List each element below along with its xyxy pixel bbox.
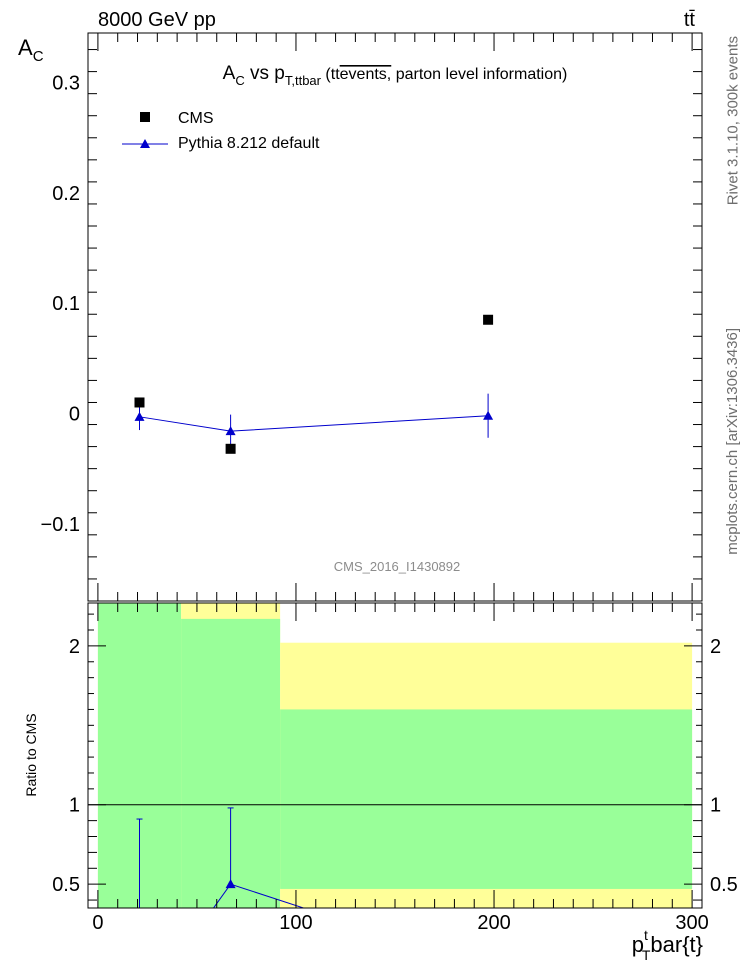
x-tick-label: 100 — [279, 912, 312, 934]
ratio-pythia-point — [225, 879, 236, 889]
legend-pythia-marker — [140, 139, 150, 148]
ratio-y-tick-label-left: 2 — [69, 636, 80, 658]
ratio-bands — [97, 603, 693, 908]
x-tick-label: 300 — [675, 912, 708, 934]
x-axis-label: pt Tbar{t} — [632, 927, 703, 963]
x-tick-label: 200 — [477, 912, 510, 934]
ratio-y-tick-label-right: 1 — [710, 795, 721, 817]
energy-label: 8000 GeV pp — [98, 9, 216, 31]
x-tick-labels: 0 100 200 300 — [92, 912, 708, 934]
cms-point — [134, 397, 145, 408]
main-series — [134, 314, 494, 454]
legend-cms-marker — [140, 112, 150, 122]
analysis-watermark: CMS_2016_I1430892 — [334, 559, 461, 574]
ratio-y-tick-label-right: 2 — [710, 636, 721, 658]
main-y-tick-label: 0 — [69, 404, 80, 426]
cms-point — [225, 443, 236, 454]
legend: CMS Pythia 8.212 default — [122, 110, 320, 152]
ratio-panel: 0.5 0.5 1 1 2 2 0 100 200 300 Ratio to CMS pt Tba… — [23, 602, 738, 963]
main-y-tick-labels: −0.1 0 0.1 0.2 0.3 — [41, 73, 80, 536]
process-label: tt̄ — [684, 9, 696, 31]
main-y-tick-label: 0.2 — [52, 183, 80, 205]
main-axis-ticks — [88, 33, 702, 601]
ratio-y-axis-label: Ratio to CMS — [23, 713, 39, 796]
cms-point — [483, 314, 494, 325]
legend-cms-label: CMS — [178, 110, 214, 127]
ratio-series — [136, 807, 306, 908]
pythia-point — [134, 411, 145, 421]
main-y-tick-label: 0.1 — [52, 293, 80, 315]
rivet-side-label: Rivet 3.1.10, 300k events — [724, 36, 741, 206]
chart-title: AC vs pT,ttbar (ttevents, parton level i… — [223, 63, 568, 88]
legend-pythia-label: Pythia 8.212 default — [178, 135, 320, 152]
pythia-point — [225, 426, 236, 436]
ratio-y-tick-label-right: 0.5 — [710, 874, 738, 896]
x-tick-label: 0 — [92, 912, 103, 934]
ratio-band-inner — [280, 709, 693, 889]
main-y-tick-label: −0.1 — [41, 514, 80, 536]
mcplots-side-label: mcplots.cern.ch [arXiv:1306.3436] — [724, 328, 741, 555]
y-axis-label: AC — [18, 35, 44, 65]
main-y-tick-label: 0.3 — [52, 73, 80, 95]
ratio-y-tick-labels: 0.5 0.5 1 1 2 2 — [52, 636, 738, 896]
ratio-axis-ticks — [88, 603, 702, 908]
pythia-point — [483, 410, 494, 420]
ratio-y-tick-label-left: 0.5 — [52, 874, 80, 896]
ratio-y-tick-label-left: 1 — [69, 795, 80, 817]
pythia-line — [139, 415, 489, 432]
main-panel: −0.1 0 0.1 0.2 0.3 AC AC vs pT,ttbar (tteven… — [18, 32, 703, 602]
ratio-clipped-group — [136, 807, 306, 908]
